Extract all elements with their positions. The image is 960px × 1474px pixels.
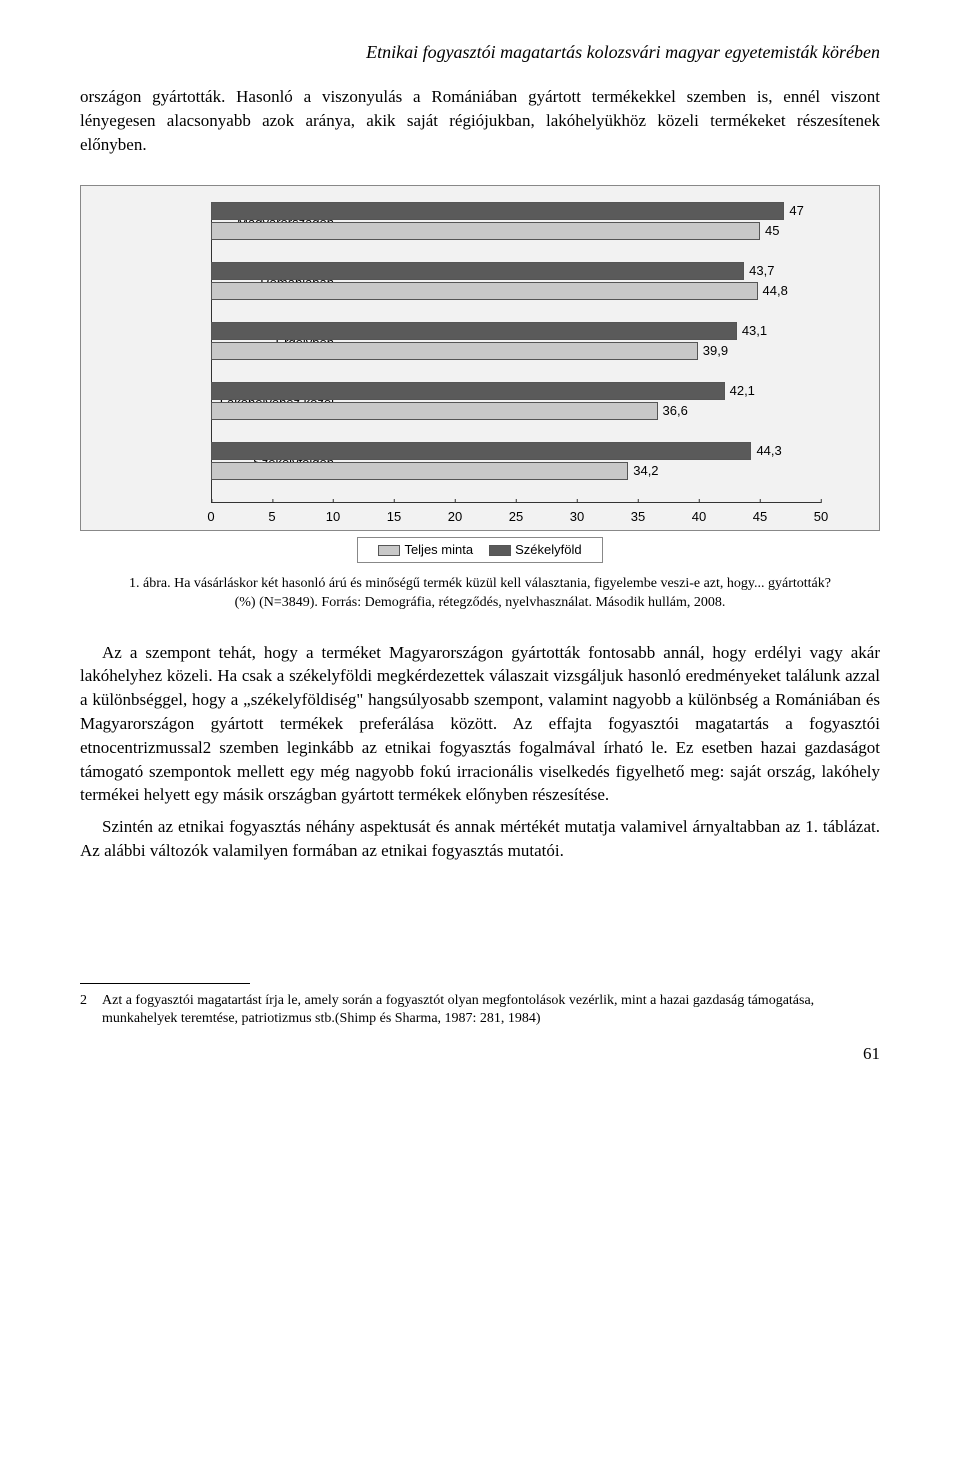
footnote-text: Azt a fogyasztói magatartást írja le, am… <box>102 992 880 1028</box>
axis-tick: 30 <box>570 503 584 526</box>
legend-item: Teljes minta <box>378 541 473 559</box>
bar-chart: Magyarországon4745Romániában43,744,8Erdé… <box>80 185 880 531</box>
chart-bar-pair: 44,334,2 <box>211 442 821 484</box>
bar-value-label: 47 <box>783 201 803 219</box>
running-header: Etnikai fogyasztói magatartás kolozsvári… <box>80 40 880 65</box>
chart-bar-pair: 43,139,9 <box>211 322 821 364</box>
chart-category-group: Lakóhelyéhez közel42,136,6 <box>211 382 821 424</box>
page-number: 61 <box>80 1042 880 1066</box>
chart-bar: 45 <box>211 222 760 240</box>
bar-value-label: 44,3 <box>750 441 781 459</box>
axis-tick: 50 <box>814 503 828 526</box>
legend-label: Székelyföld <box>515 542 581 557</box>
chart-bar: 39,9 <box>211 342 698 360</box>
chart-bar-pair: 42,136,6 <box>211 382 821 424</box>
body-paragraph-3: Szintén az etnikai fogyasztás néhány asp… <box>80 815 880 863</box>
bar-value-label: 44,8 <box>757 281 788 299</box>
chart-bar: 44,8 <box>211 282 758 300</box>
axis-tick: 15 <box>387 503 401 526</box>
figure-caption: 1. ábra. Ha vásárláskor két hasonló árú … <box>120 575 840 613</box>
axis-tick: 10 <box>326 503 340 526</box>
chart-bar: 36,6 <box>211 402 658 420</box>
bar-value-label: 45 <box>759 221 779 239</box>
chart-figure: Magyarországon4745Romániában43,744,8Erdé… <box>80 185 880 563</box>
chart-legend: Teljes minta Székelyföld <box>80 531 880 563</box>
bar-value-label: 34,2 <box>627 461 658 479</box>
legend-swatch <box>378 545 400 556</box>
chart-bar: 43,7 <box>211 262 744 280</box>
bar-value-label: 43,7 <box>743 261 774 279</box>
legend-swatch <box>489 545 511 556</box>
chart-bar: 42,1 <box>211 382 725 400</box>
chart-bar-pair: 4745 <box>211 202 821 244</box>
chart-bar: 34,2 <box>211 462 628 480</box>
chart-category-group: Erdélyben43,139,9 <box>211 322 821 364</box>
legend-label: Teljes minta <box>404 542 473 557</box>
chart-category-group: Székelyföldön44,334,2 <box>211 442 821 484</box>
bar-value-label: 39,9 <box>697 341 728 359</box>
axis-tick: 35 <box>631 503 645 526</box>
intro-paragraph: országon gyártották. Hasonló a viszonyul… <box>80 85 880 156</box>
footnote-number: 2 <box>80 992 102 1028</box>
axis-holder: 05101520253035404550 <box>211 502 871 526</box>
axis-tick: 25 <box>509 503 523 526</box>
axis-tick: 5 <box>268 503 275 526</box>
footnote: 2 Azt a fogyasztói magatartást írja le, … <box>80 992 880 1028</box>
bar-value-label: 43,1 <box>736 321 767 339</box>
axis-tick: 20 <box>448 503 462 526</box>
x-axis-line: 05101520253035404550 <box>211 502 821 526</box>
axis-tick: 45 <box>753 503 767 526</box>
chart-category-group: Romániában43,744,8 <box>211 262 821 304</box>
chart-bar: 43,1 <box>211 322 737 340</box>
body-paragraph-2: Az a szempont tehát, hogy a terméket Mag… <box>80 641 880 808</box>
chart-category-group: Magyarországon4745 <box>211 202 821 244</box>
chart-bar-pair: 43,7 44,8 <box>211 262 821 304</box>
axis-tick: 40 <box>692 503 706 526</box>
chart-bar: 44,3 <box>211 442 751 460</box>
bar-value-label: 42,1 <box>724 381 755 399</box>
axis-tick: 0 <box>207 503 214 526</box>
bar-value-label: 36,6 <box>657 401 688 419</box>
chart-bar: 47 <box>211 202 784 220</box>
footnote-separator <box>80 983 250 984</box>
legend-item: Székelyföld <box>489 541 581 559</box>
